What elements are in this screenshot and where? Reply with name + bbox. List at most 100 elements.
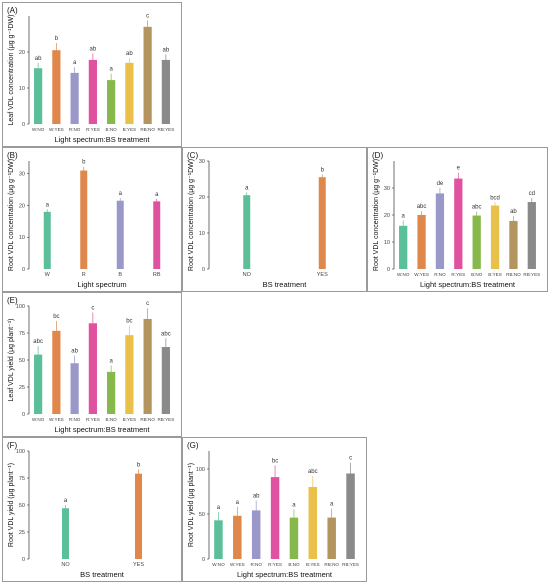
significance-letter: c (91, 305, 94, 311)
x-tick-label: W:YES (230, 562, 245, 567)
panel-label: (G) (187, 441, 199, 450)
bar (107, 371, 116, 414)
bar (214, 520, 223, 559)
x-axis-label: BS treatment (80, 570, 125, 579)
bar (318, 177, 326, 269)
y-tick-label: 30 (384, 186, 390, 192)
bar (527, 202, 536, 269)
bar (34, 68, 43, 124)
y-axis-label: Root VDL concentration (μg g⁻¹DW) (8, 159, 15, 271)
bar (34, 354, 43, 414)
x-tick-label: R:NO (69, 127, 81, 132)
y-tick-label: 0 (22, 557, 25, 563)
significance-letter: c (349, 456, 352, 462)
bar (233, 515, 242, 559)
bar (70, 72, 79, 124)
significance-letter: a (73, 60, 77, 66)
y-axis-label: Leaf VDL concentration (μg g⁻¹DW) (8, 15, 15, 126)
significance-letter: abc (472, 204, 482, 210)
y-tick-label: 0 (387, 267, 390, 273)
significance-letter: ab (35, 56, 42, 62)
bar (417, 215, 426, 269)
panel-c: (C) 0 10 20 30 Root VDL concentration (μg g⁻¹… (182, 147, 367, 292)
bar (153, 201, 161, 269)
x-tick-label: B (118, 272, 122, 278)
x-tick-label: RB:NO (140, 127, 155, 132)
significance-letter: ab (90, 46, 97, 52)
bar (125, 335, 134, 414)
significance-letter: abc (161, 331, 171, 337)
bar (270, 477, 280, 559)
bar (161, 59, 170, 124)
significance-letter: a (119, 191, 123, 197)
y-tick-label: 75 (19, 476, 25, 482)
x-tick-label: NO (243, 272, 252, 278)
y-tick-label: 10 (384, 240, 390, 246)
panel-e: (E) 0 25 50 75 100 Leaf VDL yield (μg plant⁻¹)… (2, 292, 182, 437)
bar (107, 80, 116, 124)
bar (346, 473, 355, 559)
x-tick-label: RB (153, 272, 161, 278)
significance-letter: a (402, 213, 406, 219)
significance-letter: de (437, 181, 444, 187)
chart-e: (E) 0 25 50 75 100 Leaf VDL yield (μg plant⁻¹)… (7, 296, 174, 434)
x-tick-label: RB:NO (140, 417, 155, 422)
y-tick-label: 20 (384, 213, 390, 219)
y-tick-label: 0 (202, 557, 205, 563)
x-tick-label: RB:YES (342, 562, 359, 567)
panel-label: (C) (187, 151, 198, 160)
panel-b: (B) 0 10 20 30 Root VDL concentration (μg g⁻¹… (2, 147, 182, 292)
x-tick-label: B:NO (288, 562, 300, 567)
chart-c: (C) 0 10 20 30 Root VDL concentration (μg g⁻¹… (187, 151, 328, 289)
x-tick-label: W:NO (32, 417, 45, 422)
significance-letter: ab (163, 48, 170, 54)
bar (490, 205, 500, 269)
x-tick-label: W:YES (49, 127, 64, 132)
significance-letter: a (292, 503, 296, 509)
x-tick-label: YES (317, 272, 328, 278)
x-tick-label: R:YES (268, 562, 282, 567)
y-tick-label: 50 (19, 503, 25, 509)
bar (70, 363, 79, 414)
y-tick-label: 10 (19, 86, 25, 92)
bar (435, 193, 445, 269)
x-tick-label: B:YES (123, 417, 137, 422)
bar (509, 220, 518, 269)
x-tick-label: B:YES (306, 562, 320, 567)
significance-letter: abc (417, 204, 427, 210)
y-tick-label: 25 (19, 385, 25, 391)
significance-letter: cd (529, 191, 535, 197)
bar (88, 323, 97, 414)
bar (454, 178, 463, 269)
bar (399, 225, 408, 269)
bar (135, 473, 142, 559)
x-tick-label: RB:YES (523, 272, 540, 277)
significance-letter: bc (53, 314, 59, 320)
x-tick-label: YES (133, 562, 144, 568)
significance-letter: a (155, 192, 159, 198)
panel-label: (B) (7, 151, 18, 160)
y-tick-label: 30 (19, 172, 25, 178)
y-axis-label: Root VDL yield (μg plant⁻¹) (8, 463, 15, 547)
y-axis-label: Root VDL yield (μg plant⁻¹) (188, 463, 195, 547)
y-axis-label: Root VDL concentration (μg g⁻¹DW) (373, 159, 380, 271)
significance-letter: b (55, 36, 59, 42)
significance-letter: bcd (490, 195, 500, 201)
x-tick-label: W (45, 272, 51, 278)
chart-b: (B) 0 10 20 30 Root VDL concentration (μg g⁻¹… (7, 151, 161, 289)
significance-letter: a (46, 202, 50, 208)
y-axis-label: Leaf VDL yield (μg plant⁻¹) (8, 319, 15, 402)
y-tick-label: 100 (16, 304, 25, 310)
x-tick-label: R:YES (86, 127, 100, 132)
significance-letter: a (330, 502, 334, 508)
significance-letter: abc (33, 339, 43, 345)
x-tick-label: W:YES (414, 272, 429, 277)
significance-letter: bc (126, 318, 132, 324)
bar (52, 50, 61, 125)
y-tick-label: 100 (196, 467, 205, 473)
y-tick-label: 10 (199, 231, 205, 237)
bar (289, 517, 299, 559)
significance-letter: a (109, 358, 113, 364)
x-axis-label: BS treatment (263, 280, 308, 289)
